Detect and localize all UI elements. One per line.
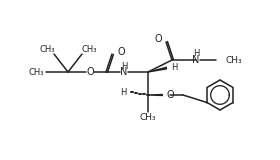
Text: O: O [167, 90, 175, 100]
Text: H: H [171, 63, 177, 72]
Text: N: N [120, 67, 128, 77]
Text: H: H [121, 88, 127, 96]
Text: H: H [121, 61, 127, 71]
Polygon shape [148, 67, 167, 73]
Text: CH₃: CH₃ [226, 56, 243, 64]
Text: N: N [192, 55, 200, 65]
Text: H: H [193, 48, 199, 57]
Polygon shape [148, 94, 163, 96]
Text: O: O [86, 67, 94, 77]
Text: O: O [118, 47, 126, 57]
Text: CH₃: CH₃ [39, 44, 55, 53]
Text: CH₃: CH₃ [81, 44, 97, 53]
Text: CH₃: CH₃ [140, 113, 156, 123]
Text: CH₃: CH₃ [28, 68, 44, 76]
Text: O: O [154, 34, 162, 44]
